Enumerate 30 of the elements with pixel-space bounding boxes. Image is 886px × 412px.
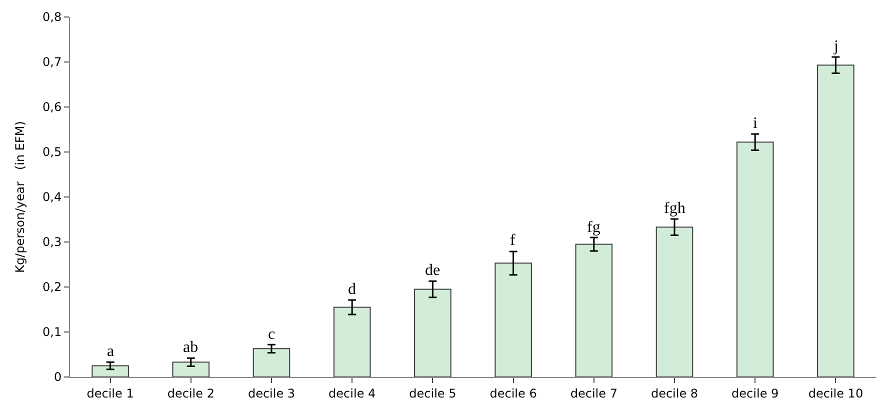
y-tick-label: 0,7 bbox=[42, 55, 62, 70]
x-tick-label: decile 3 bbox=[248, 386, 296, 400]
y-axis-title: Kg/person/year (in EFM) bbox=[12, 121, 27, 273]
annotation: i bbox=[753, 115, 758, 132]
y-tick-label: 0,2 bbox=[42, 280, 62, 294]
x-tick-label: decile 7 bbox=[570, 386, 618, 400]
annotation: ab bbox=[183, 339, 198, 356]
annotation: fgh bbox=[664, 200, 686, 217]
y-tick-label: 0,5 bbox=[42, 145, 62, 160]
x-tick-label: decile 10 bbox=[808, 386, 864, 400]
y-tick-label: 0,8 bbox=[42, 10, 62, 24]
annotation: a bbox=[107, 343, 114, 360]
x-tick-label: decile 1 bbox=[86, 386, 134, 400]
y-tick-label: 0,1 bbox=[42, 325, 62, 340]
y-tick-label: 0,4 bbox=[42, 190, 62, 204]
annotation: f bbox=[510, 232, 516, 249]
y-tick-label: 0,6 bbox=[42, 100, 62, 114]
x-tick-label: decile 4 bbox=[328, 386, 376, 400]
annotation: d bbox=[348, 281, 356, 298]
x-tick-label: decile 5 bbox=[409, 386, 456, 400]
annotation: de bbox=[425, 262, 440, 279]
annotation: c bbox=[268, 326, 276, 343]
annotation: j bbox=[833, 38, 838, 55]
x-tick-label: decile 8 bbox=[650, 386, 698, 400]
x-tick-label: decile 6 bbox=[490, 386, 537, 400]
x-tick-label: decile 2 bbox=[167, 386, 214, 400]
y-tick-label: 0,3 bbox=[42, 235, 62, 250]
annotation: fg bbox=[587, 219, 600, 236]
y-tick-label: 0 bbox=[54, 370, 62, 384]
x-tick-label: decile 9 bbox=[732, 386, 779, 400]
